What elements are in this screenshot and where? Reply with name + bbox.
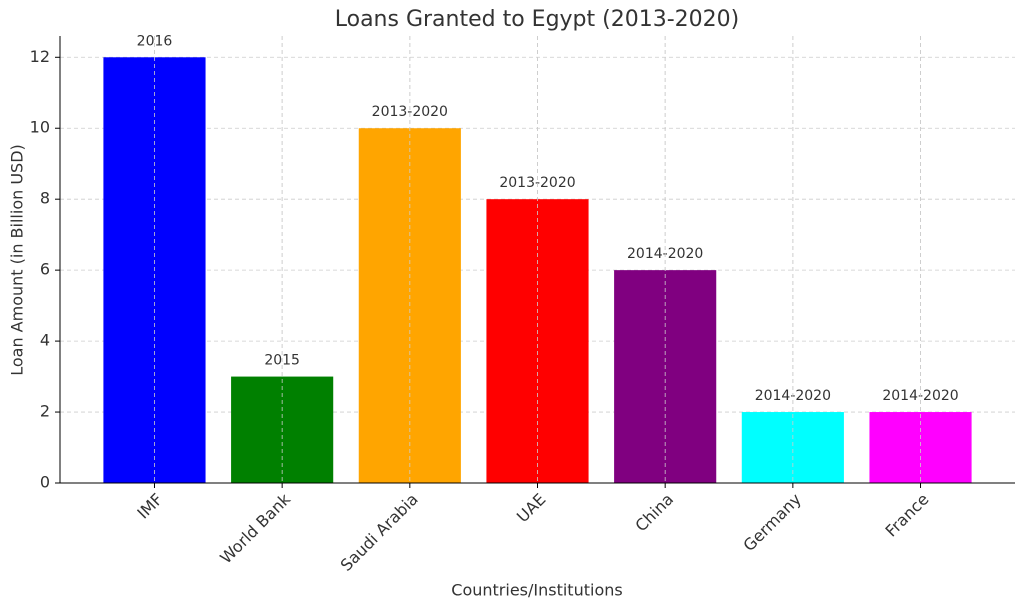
- bar-annotation: 2013-2020: [372, 104, 448, 120]
- bar-annotation: 2016: [137, 33, 173, 49]
- y-tick-label: 6: [40, 260, 50, 279]
- y-tick-label: 10: [30, 118, 50, 137]
- chart-title: Loans Granted to Egypt (2013-2020): [335, 7, 739, 32]
- x-tick-label: Saudi Arabia: [337, 490, 422, 575]
- x-tick-label: UAE: [513, 490, 550, 527]
- y-tick-label: 0: [40, 473, 50, 492]
- x-tick-label: China: [631, 490, 677, 536]
- x-tick-label: World Bank: [216, 489, 294, 567]
- x-tick-label: IMF: [133, 490, 166, 523]
- y-axis-label: Loan Amount (in Billion USD): [8, 144, 27, 376]
- y-tick-label: 4: [40, 331, 50, 350]
- y-tick-label: 2: [40, 402, 50, 421]
- y-tick-label: 8: [40, 189, 50, 208]
- x-axis-label: Countries/Institutions: [451, 581, 622, 600]
- x-tick-label: France: [881, 490, 932, 541]
- x-tick-label: Germany: [739, 490, 804, 555]
- y-tick-label: 12: [30, 47, 50, 66]
